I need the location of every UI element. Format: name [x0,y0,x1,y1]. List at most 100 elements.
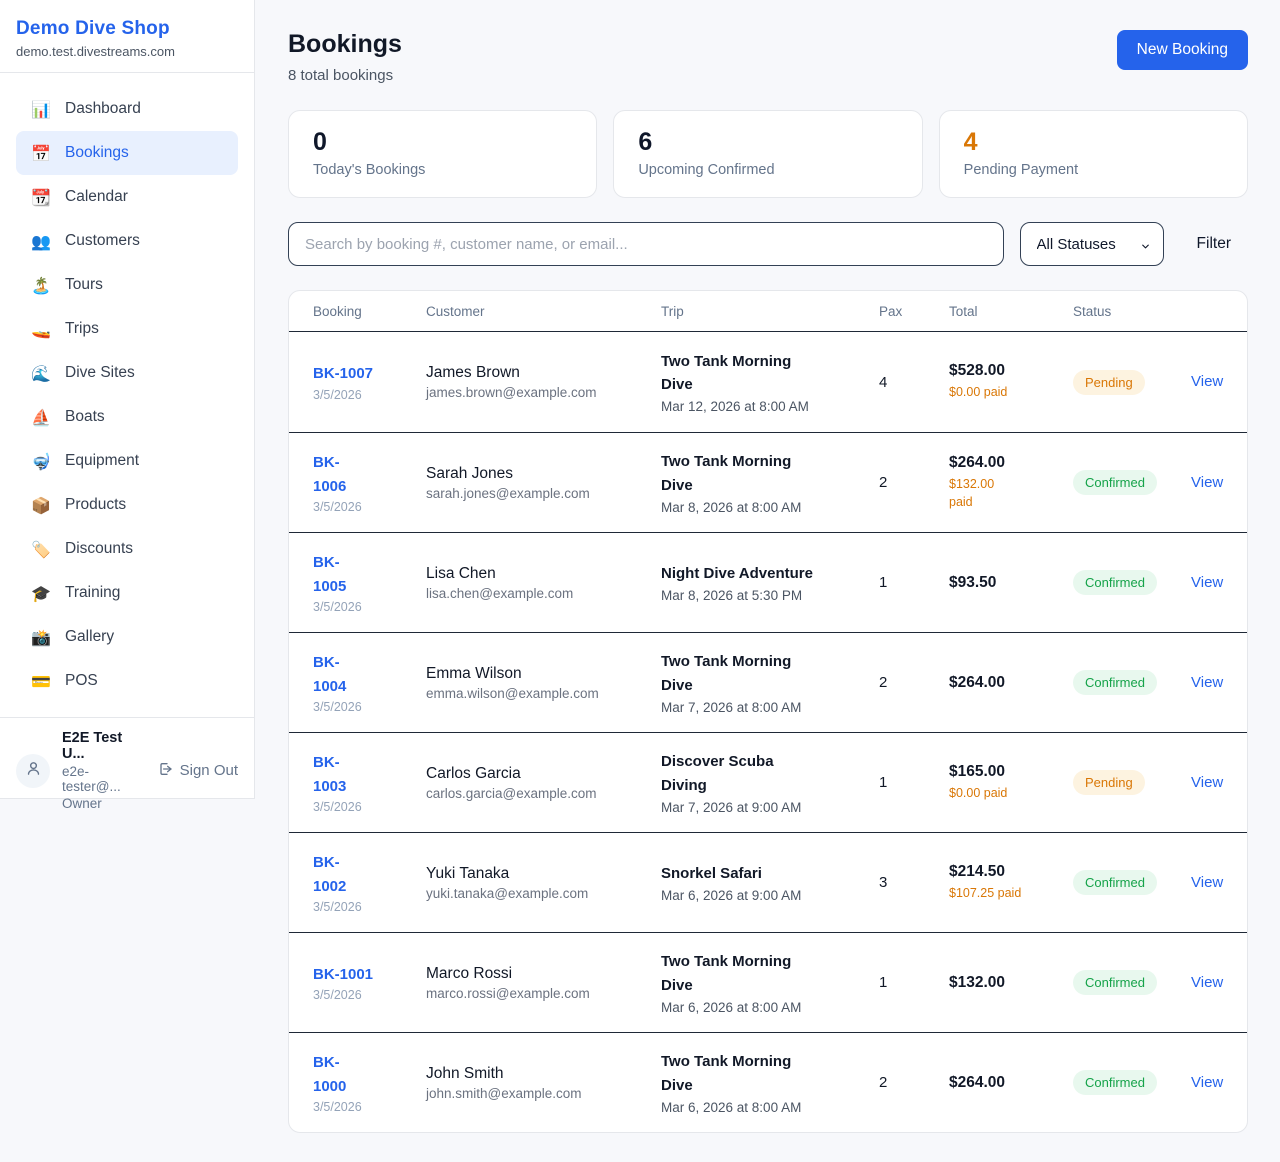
customer-name: Emma Wilson [426,664,522,682]
bar-chart-icon: 📊 [31,99,51,119]
calendar-icon: 📅 [31,143,51,163]
view-link[interactable]: View [1191,473,1224,491]
person-icon [25,760,42,782]
search-input[interactable] [288,222,1004,266]
main-content: Bookings 8 total bookings New Booking 0 … [255,0,1280,1162]
bookings-table: Booking Customer Trip Pax Total Status B… [288,290,1248,1133]
status-filter: All Statuses [1019,222,1164,266]
paid-amount: $132.00 paid [949,476,995,509]
user-email: e2e-tester@... [62,764,121,794]
booking-date: 3/5/2026 [313,699,362,714]
table-row: BK- 1006 3/5/2026 Sarah Jones sarah.jone… [289,432,1247,532]
trip-name: Two Tank Morning Dive [661,1053,792,1094]
view-link[interactable]: View [1191,673,1224,691]
sidebar-item-tours[interactable]: 🏝️ Tours [31,275,103,295]
new-booking-button[interactable]: New Booking [1116,30,1248,70]
island-icon: 🏝️ [31,275,51,295]
view-link[interactable]: View [1191,573,1224,591]
status-badge: Confirmed [1073,970,1157,995]
customer-email: sarah.jones@example.com [426,485,590,501]
bookings-count: 8 total bookings [288,67,394,84]
status-badge: Confirmed [1073,470,1157,495]
trip-datetime: Mar 6, 2026 at 8:00 AM [661,1099,802,1115]
graduation-cap-icon: 🎓 [31,583,51,603]
table-row: BK-1007 3/5/2026 James Brown james.brown… [289,332,1247,432]
trip-datetime: Mar 8, 2026 at 5:30 PM [661,588,803,604]
trip-name: Two Tank Morning Dive [661,953,792,994]
view-link[interactable]: View [1191,773,1224,791]
total-amount: $132.00 [949,973,1006,991]
pax-count: 2 [879,674,888,691]
pax-count: 4 [879,373,888,391]
customer-name: Sarah Jones [426,464,514,482]
filter-button[interactable]: Filter [1196,235,1231,252]
sidebar-item-gallery[interactable]: 📸 Gallery [31,627,115,647]
customer-name: Yuki Tanaka [426,864,510,882]
booking-date: 3/5/2026 [313,599,362,614]
customer-email: yuki.tanaka@example.com [426,885,589,901]
sidebar-item-bookings[interactable]: 📅 Bookings [16,131,238,175]
trip-name: Snorkel Safari [661,864,762,882]
pax-count: 1 [879,574,888,591]
camera-icon: 📸 [31,627,51,647]
user-role: Owner [62,796,102,811]
view-link[interactable]: View [1191,373,1224,390]
sidebar-item-training[interactable]: 🎓 Training [31,583,121,603]
total-amount: $165.00 [949,762,1006,780]
view-link[interactable]: View [1191,1073,1224,1091]
trip-name: Night Dive Adventure [661,564,813,582]
sidebar-item-dive-sites[interactable]: 🌊 Dive Sites [31,363,135,383]
pax-count: 3 [879,874,888,891]
package-icon: 📦 [31,495,51,515]
trip-name: Two Tank Morning Dive [661,453,792,494]
column-header-total: Total [949,303,978,319]
total-amount: $214.50 [949,862,1006,880]
filter-row: All Statuses Filter [288,222,1248,266]
customer-email: lisa.chen@example.com [426,585,574,601]
sidebar-item-trips[interactable]: 🚤 Trips [31,319,99,339]
avatar [16,753,50,788]
booking-id-link[interactable]: BK- 1002 [313,854,347,895]
sidebar-item-boats[interactable]: ⛵ Boats [31,407,105,427]
trip-name: Discover Scuba Diving [661,753,774,794]
page-header: Bookings 8 total bookings New Booking [288,30,1248,84]
trip-datetime: Mar 6, 2026 at 9:00 AM [661,888,802,904]
sidebar-item-calendar[interactable]: 📆 Calendar [31,187,128,207]
total-amount: $264.00 [949,453,1006,471]
pax-count: 1 [879,974,888,991]
sidebar-item-equipment[interactable]: 🤿 Equipment [31,451,140,471]
view-link[interactable]: View [1191,973,1224,991]
booking-id-link[interactable]: BK- 1000 [313,1054,347,1095]
trip-datetime: Mar 8, 2026 at 8:00 AM [661,499,802,515]
booking-id-link[interactable]: BK- 1004 [313,654,347,695]
sidebar-item-discounts[interactable]: 🏷️ Discounts [31,539,134,559]
pax-count: 2 [879,1074,888,1091]
sidebar-item-products[interactable]: 📦 Products [31,495,127,515]
trip-name: Two Tank Morning Dive [661,653,792,694]
customer-name: Marco Rossi [426,964,513,982]
brand-block: Demo Dive Shop demo.test.divestreams.com [0,0,254,73]
tear-off-calendar-icon: 📆 [31,187,51,207]
sidebar-item-dashboard[interactable]: 📊 Dashboard [31,99,141,119]
booking-id-link[interactable]: BK- 1005 [313,554,347,595]
people-icon: 👥 [31,231,51,251]
sidebar-item-customers[interactable]: 👥 Customers [31,231,140,251]
stat-value: 4 [963,128,978,156]
page-title: Bookings [288,30,402,58]
sailboat-icon: ⛵ [31,407,51,427]
user-info: E2E Test U... e2e-tester@... Owner [62,730,145,811]
sign-out-button[interactable]: Sign Out [157,761,238,781]
booking-id-link[interactable]: BK- 1003 [313,754,347,795]
customer-name: Lisa Chen [426,564,496,582]
stats-row: 0 Today's Bookings 6 Upcoming Confirmed … [288,110,1248,198]
booking-id-link[interactable]: BK- 1006 [313,454,347,495]
table-row: BK- 1003 3/5/2026 Carlos Garcia carlos.g… [289,732,1247,832]
status-filter-select[interactable]: All Statuses [1019,222,1164,266]
wave-icon: 🌊 [31,363,51,383]
speedboat-icon: 🚤 [31,319,51,339]
logout-icon [157,761,173,781]
sidebar-item-pos[interactable]: 💳 POS [31,671,98,691]
booking-id-link[interactable]: BK-1001 [313,965,374,983]
booking-id-link[interactable]: BK-1007 [313,365,374,383]
view-link[interactable]: View [1191,873,1224,891]
